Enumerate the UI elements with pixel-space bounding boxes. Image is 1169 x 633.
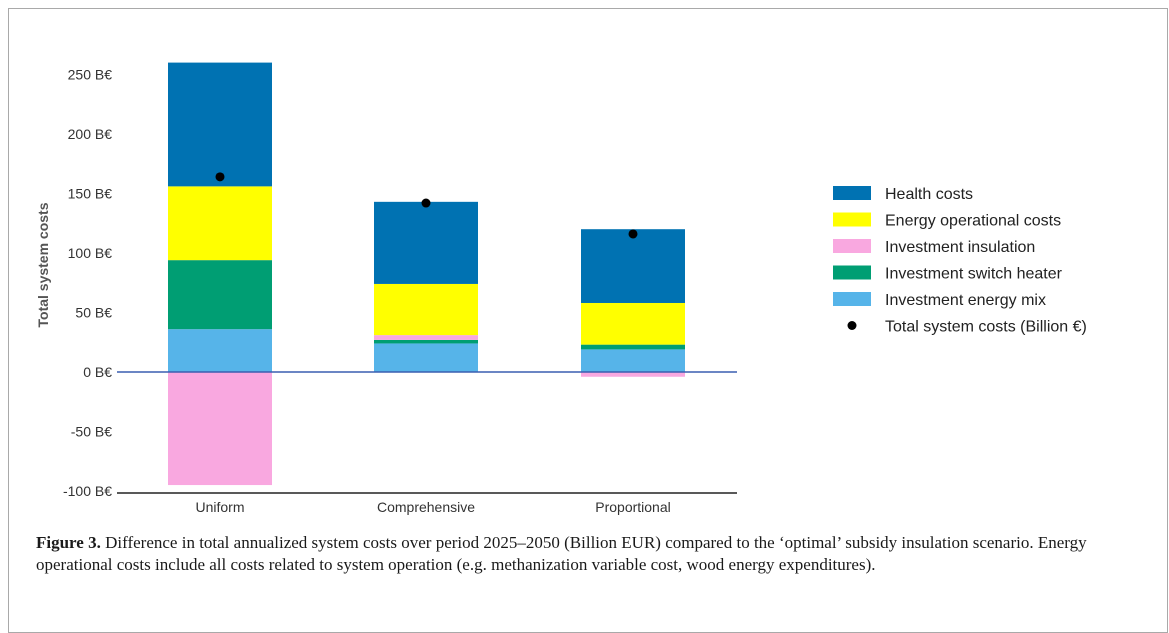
legend-label: Health costs	[885, 186, 973, 203]
y-tick-label: 200 B€	[68, 126, 113, 142]
bar-segment-investment-insulation	[581, 372, 685, 377]
legend-label: Investment switch heater	[885, 266, 1063, 283]
legend-label: Energy operational costs	[885, 213, 1061, 230]
y-tick-label: 250 B€	[68, 67, 113, 83]
legend-swatch	[833, 186, 871, 200]
bar-segment-energy-operational-costs	[374, 283, 478, 336]
bar-segment-investment-insulation	[168, 372, 272, 486]
legend-swatch	[833, 239, 871, 253]
figure-caption: Figure 3. Difference in total annualized…	[36, 532, 1146, 576]
y-tick-label: -100 B€	[63, 483, 112, 499]
y-tick-label: 150 B€	[68, 186, 113, 202]
plot-area: -100 B€ -50 B€ 0 B€ 50 B€ 100 B€ 150 B€ 200 B€…	[63, 62, 737, 515]
y-tick-label: 100 B€	[68, 245, 113, 261]
bar-segment-investment-switch-heater	[168, 260, 272, 330]
bar-segment-investment-insulation	[374, 335, 478, 340]
legend-swatch	[833, 212, 871, 227]
legend-label: Investment energy mix	[885, 292, 1046, 309]
bar-segment-health-costs	[581, 229, 685, 303]
x-tick-label: Proportional	[595, 499, 671, 515]
caption-text: Difference in total annualized system co…	[36, 533, 1087, 574]
bar-segment-health-costs	[374, 201, 478, 284]
total-marker	[628, 229, 638, 239]
bar-segment-investment-energy-mix	[581, 349, 685, 372]
caption-label: Figure 3.	[36, 533, 101, 552]
bar-segment-investment-energy-mix	[374, 343, 478, 372]
bar-segment-investment-switch-heater	[374, 339, 478, 344]
x-tick-label: Comprehensive	[377, 499, 475, 515]
legend-marker	[847, 321, 857, 330]
legend-swatch	[833, 265, 871, 280]
x-tick-label: Uniform	[195, 499, 244, 515]
stacked-bar-chart: -100 B€ -50 B€ 0 B€ 50 B€ 100 B€ 150 B€ 200 B€…	[35, 62, 1087, 515]
legend-label: Investment insulation	[885, 239, 1035, 256]
legend-label: Total system costs (Billion €)	[885, 319, 1087, 336]
y-tick-label: -50 B€	[71, 424, 112, 440]
total-marker	[215, 172, 225, 182]
y-tick-label: 0 B€	[83, 364, 112, 380]
bar-segment-energy-operational-costs	[168, 186, 272, 261]
bar-segment-health-costs	[168, 62, 272, 187]
total-marker	[421, 198, 431, 208]
bar-segment-investment-energy-mix	[168, 329, 272, 372]
legend: Health costs Energy operational costs Inve…	[833, 186, 1087, 336]
bar-segment-energy-operational-costs	[581, 302, 685, 345]
legend-swatch	[833, 292, 871, 306]
bar-segment-investment-switch-heater	[581, 344, 685, 350]
y-tick-label: 50 B€	[75, 305, 112, 321]
y-axis-label: Total system costs	[35, 202, 51, 327]
